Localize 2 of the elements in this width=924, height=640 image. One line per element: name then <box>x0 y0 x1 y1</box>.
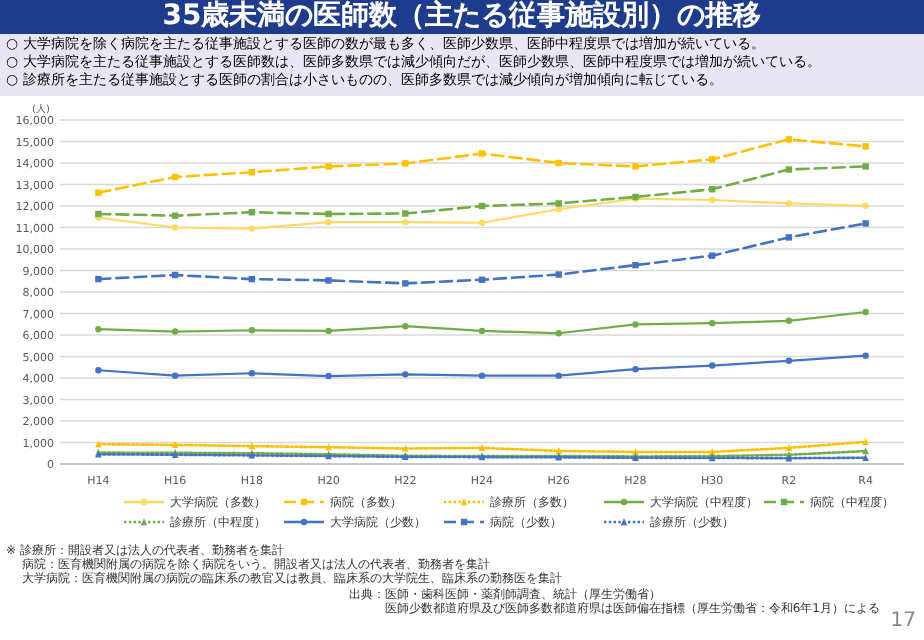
text: 17 <box>890 610 916 632</box>
chart-title: 35歳未満の医師数（主たる従事施設別）の推移 <box>0 0 924 34</box>
